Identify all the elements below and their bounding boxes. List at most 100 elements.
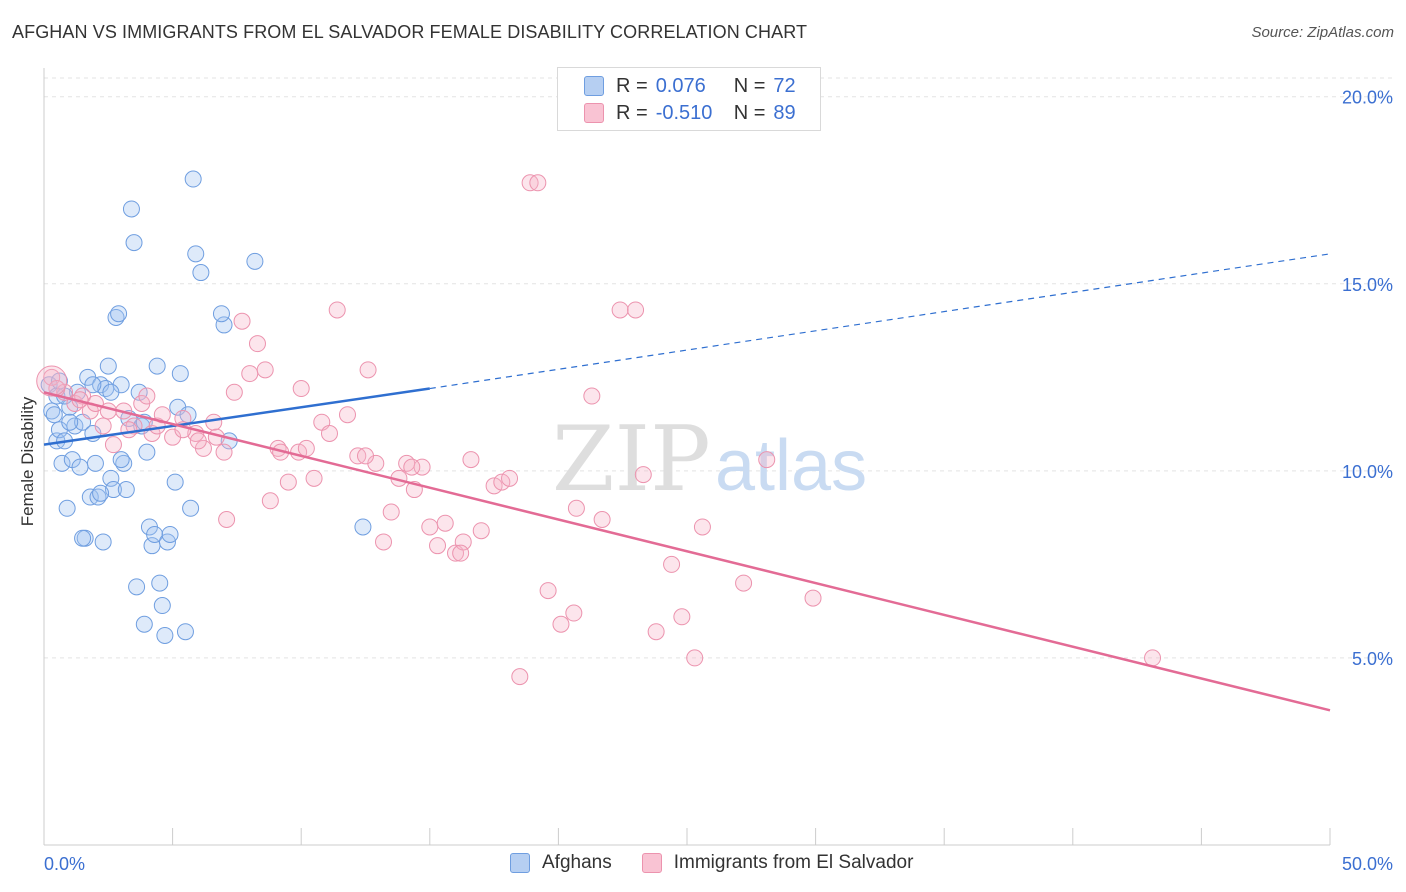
data-point-afghans <box>122 200 140 218</box>
trend-line-afghans-projection <box>429 253 1331 390</box>
data-point-afghans <box>246 252 264 270</box>
data-point-afghans <box>135 615 153 633</box>
data-point-el-salvador <box>94 417 112 435</box>
data-point-afghans <box>184 170 202 188</box>
y-tick-label: 15.0% <box>1342 275 1393 295</box>
data-point-el-salvador <box>382 503 400 521</box>
y-axis-label: Female Disability <box>18 396 37 526</box>
data-point-afghans <box>156 626 174 644</box>
data-point-afghans <box>94 533 112 551</box>
data-point-afghans <box>125 234 143 252</box>
data-point-afghans <box>117 481 135 499</box>
data-point-el-salvador <box>292 380 310 398</box>
watermark-atlas: atlas <box>715 426 867 506</box>
legend-swatch-el-salvador <box>584 103 604 123</box>
data-point-el-salvador <box>320 424 338 442</box>
data-point-el-salvador <box>583 387 601 405</box>
legend-row-el-salvador: R = -0.510 N = 89 <box>584 101 796 125</box>
trend-line-el-salvador <box>43 391 1331 712</box>
data-point-el-salvador <box>627 301 645 319</box>
legend-row-afghans: R = 0.076 N = 72 <box>584 74 796 98</box>
data-point-el-salvador <box>256 361 274 379</box>
correlation-legend: R = 0.076 N = 72 R = -0.510 N = 89 <box>557 67 821 131</box>
legend-label-afghans: Afghans <box>542 852 612 873</box>
r-label: R = <box>616 101 648 124</box>
data-point-el-salvador <box>565 604 583 622</box>
n-value: 89 <box>773 101 796 124</box>
trend-line-afghans <box>43 387 430 446</box>
data-point-el-salvador <box>735 574 753 592</box>
data-point-el-salvador <box>189 432 207 450</box>
data-point-el-salvador <box>511 668 529 686</box>
data-point-afghans <box>92 484 110 502</box>
x-tick-label: 0.0% <box>44 854 85 874</box>
data-point-afghans <box>151 574 169 592</box>
data-point-afghans <box>212 305 230 323</box>
data-point-el-salvador <box>359 361 377 379</box>
data-point-el-salvador <box>593 510 611 528</box>
data-point-afghans <box>130 383 148 401</box>
data-point-el-salvador <box>305 469 323 487</box>
data-point-el-salvador <box>493 473 511 491</box>
legend-item-el-salvador[interactable]: Immigrants from El Salvador <box>641 852 914 874</box>
data-point-el-salvador <box>673 608 691 626</box>
data-point-el-salvador <box>1144 649 1162 667</box>
data-point-afghans <box>128 578 146 596</box>
y-tick-label: 20.0% <box>1342 88 1393 108</box>
r-value: -0.510 <box>655 101 713 124</box>
data-point-afghans <box>146 525 164 543</box>
data-point-el-salvador <box>529 174 547 192</box>
data-point-el-salvador <box>36 365 68 397</box>
y-tick-label: 5.0% <box>1352 649 1393 669</box>
afghans-points <box>40 170 372 644</box>
legend-swatch-el-salvador <box>641 853 662 873</box>
data-point-afghans <box>192 264 210 282</box>
data-point-afghans <box>215 316 233 334</box>
legend-item-afghans[interactable]: Afghans <box>510 852 612 874</box>
data-point-el-salvador <box>452 544 470 562</box>
n-label: N = <box>733 101 766 124</box>
data-point-el-salvador <box>104 436 122 454</box>
data-point-el-salvador <box>279 473 297 491</box>
data-point-el-salvador <box>403 458 421 476</box>
data-point-el-salvador <box>233 312 251 330</box>
data-point-el-salvador <box>501 469 519 487</box>
data-point-el-salvador <box>218 510 236 528</box>
data-point-el-salvador <box>485 477 503 495</box>
data-point-afghans <box>354 518 372 536</box>
chart-title: AFGHAN VS IMMIGRANTS FROM EL SALVADOR FE… <box>12 22 808 42</box>
data-point-afghans <box>53 454 71 472</box>
data-point-el-salvador <box>663 555 681 573</box>
data-point-el-salvador <box>99 402 117 420</box>
data-point-el-salvador <box>205 413 223 431</box>
watermark-zip: ZIP <box>552 407 711 512</box>
data-point-el-salvador <box>647 623 665 641</box>
series-legend: Afghans Immigrants from El Salvador <box>510 852 943 874</box>
data-point-el-salvador <box>248 335 266 353</box>
y-tick-label: 10.0% <box>1342 462 1393 482</box>
data-point-el-salvador <box>758 451 776 469</box>
data-point-afghans <box>148 357 166 375</box>
x-tick-label: 50.0% <box>1342 854 1393 874</box>
data-point-el-salvador <box>297 439 315 457</box>
watermark: ZIP atlas <box>552 407 867 512</box>
data-point-afghans <box>45 406 63 424</box>
data-point-afghans <box>153 597 171 615</box>
data-point-el-salvador <box>552 615 570 633</box>
data-point-afghans <box>102 469 120 487</box>
data-point-afghans <box>104 481 122 499</box>
data-point-afghans <box>84 376 102 394</box>
data-point-afghans <box>61 413 79 431</box>
data-point-afghans <box>182 499 200 517</box>
data-point-afghans <box>176 623 194 641</box>
n-value: 72 <box>773 74 796 97</box>
legend-label-el-salvador: Immigrants from El Salvador <box>673 852 914 873</box>
data-point-el-salvador <box>261 492 279 510</box>
data-point-afghans <box>86 454 104 472</box>
data-point-afghans <box>138 443 156 461</box>
data-point-el-salvador <box>611 301 629 319</box>
data-point-el-salvador <box>138 387 156 405</box>
data-point-el-salvador <box>357 447 374 465</box>
data-point-el-salvador <box>429 537 447 555</box>
